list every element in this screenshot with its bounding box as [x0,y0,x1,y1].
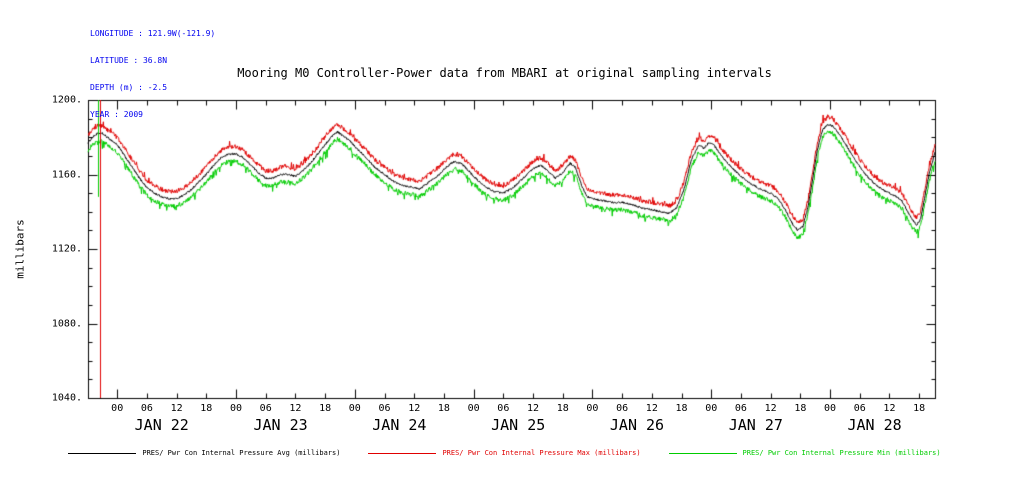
hour-tick-label: 06 [140,403,153,414]
depth-value: DEPTH (m) : -2.5 [90,83,168,92]
day-label: JAN 26 [609,416,665,434]
day-label: JAN 25 [491,416,546,434]
year-value: YEAR : 2009 [90,110,143,119]
day-label: JAN 24 [372,416,427,434]
day-label: JAN 28 [847,416,902,434]
day-label: JAN 27 [728,416,783,434]
legend-label-min: PRES/ Pwr Con Internal Pressure Min (mil… [742,449,941,457]
chart-title: Mooring M0 Controller-Power data from MB… [237,66,772,80]
min-line-sample-icon [668,452,737,454]
hour-tick-label: 12 [170,403,183,414]
y-tick-label: 1160. [51,169,82,180]
hour-tick-label: 18 [794,403,807,414]
y-tick-label: 1120. [51,243,82,255]
hour-tick-label: 18 [675,403,688,414]
hour-tick-label: 00 [705,403,718,414]
legend-item-avg: PRES/ Pwr Con Internal Pressure Avg (mil… [68,449,340,457]
metadata-block: LONGITUDE : 121.9W(-121.9) LATITUDE : 36… [90,11,215,137]
hour-tick-label: 12 [645,403,658,414]
legend-item-min: PRES/ Pwr Con Internal Pressure Min (mil… [668,449,941,457]
hour-tick-label: 12 [883,403,896,414]
latitude-value: LATITUDE : 36.8N [90,56,168,65]
hour-tick-label: 06 [259,403,272,414]
hour-tick-label: 00 [467,403,480,414]
y-tick-label: 1040. [51,392,82,404]
hour-tick-label: 12 [289,403,302,414]
hour-tick-label: 18 [200,403,213,414]
y-axis-title: millibars [13,219,27,279]
avg-line-sample-icon [68,452,137,454]
hour-tick-label: 00 [586,403,599,414]
hour-tick-label: 12 [408,403,421,414]
hour-tick-label: 00 [111,403,124,414]
hour-tick-label: 18 [913,403,926,414]
hour-tick-label: 12 [527,403,540,414]
hour-tick-label: 06 [734,403,747,414]
day-label: JAN 23 [253,416,308,434]
y-tick-label: 1080. [51,318,82,329]
hour-tick-label: 12 [764,403,777,414]
max-line-sample-icon [368,452,437,454]
hour-tick-label: 06 [378,403,391,414]
legend-label-max: PRES/ Pwr Con Internal Pressure Max (mil… [442,449,641,457]
y-tick-label: 1200. [51,94,82,106]
hour-tick-label: 00 [824,403,837,414]
hour-tick-label: 06 [853,403,866,414]
legend: PRES/ Pwr Con Internal Pressure Avg (mil… [0,449,1009,457]
day-label: JAN 22 [134,416,189,434]
legend-item-max: PRES/ Pwr Con Internal Pressure Max (mil… [368,449,641,457]
hour-tick-label: 00 [348,403,361,414]
hour-tick-label: 06 [497,403,510,414]
legend-label-avg: PRES/ Pwr Con Internal Pressure Avg (mil… [142,449,341,457]
hour-tick-label: 06 [616,403,629,414]
longitude-value: LONGITUDE : 121.9W(-121.9) [90,29,216,38]
hour-tick-label: 18 [319,403,332,414]
hour-tick-label: 18 [556,403,569,414]
hour-tick-label: 00 [229,403,243,414]
hour-tick-label: 18 [437,403,450,414]
